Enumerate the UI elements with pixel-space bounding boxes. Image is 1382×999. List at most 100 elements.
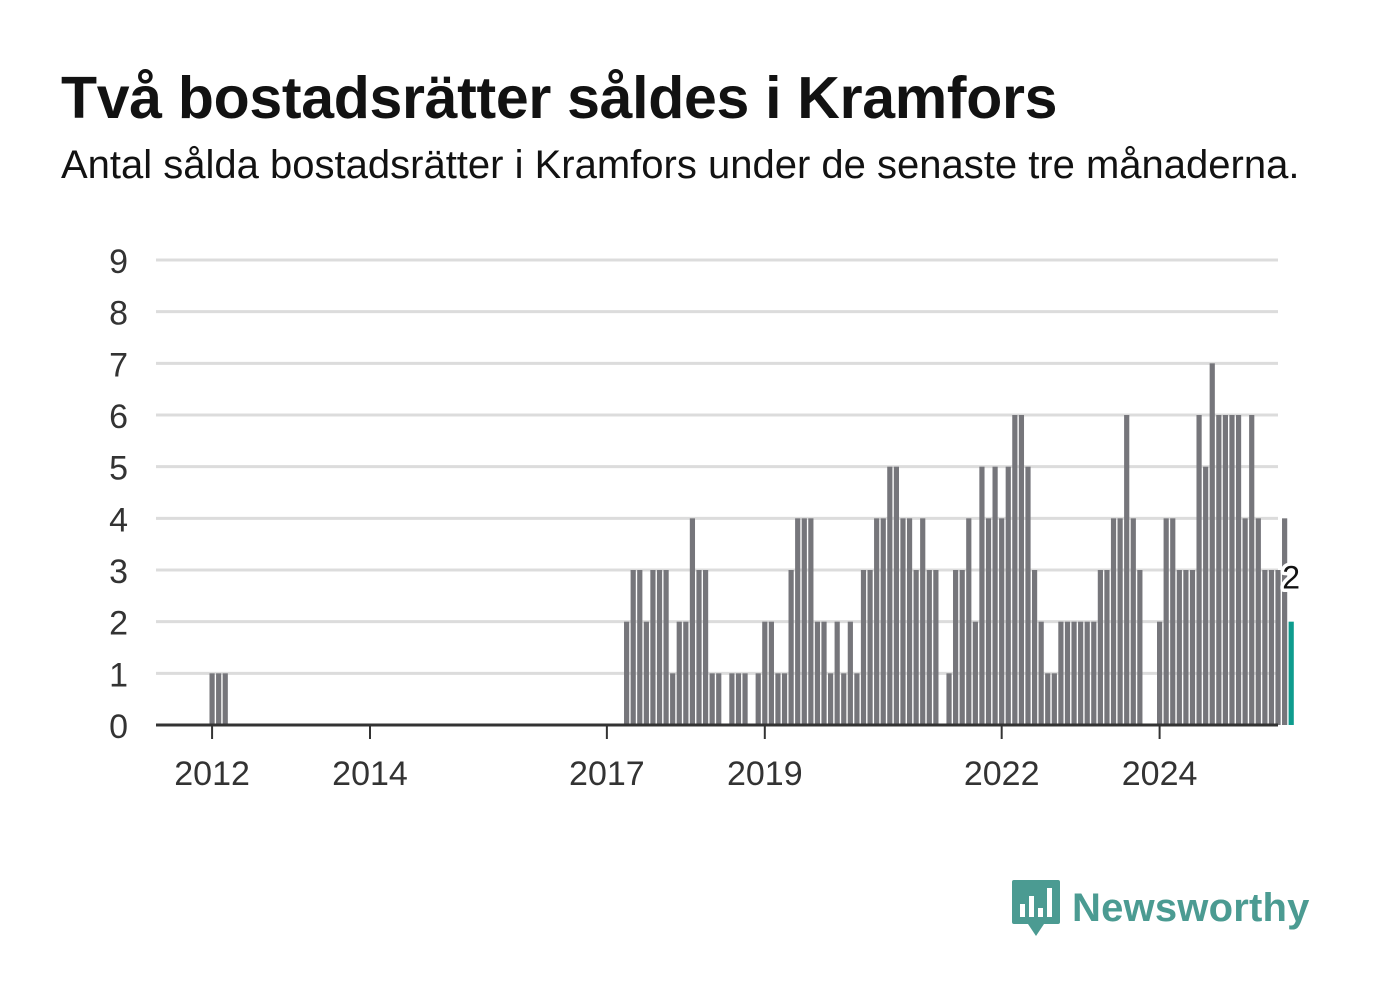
bar (814, 621, 821, 725)
bar (209, 673, 215, 725)
bar (847, 621, 853, 725)
bar (828, 673, 834, 725)
newsworthy-bar-chart-icon (1012, 880, 1060, 936)
bar (854, 673, 860, 725)
bar (1018, 415, 1025, 725)
bar (768, 621, 774, 725)
bar (716, 673, 722, 725)
bar (1249, 415, 1255, 725)
bar (1038, 621, 1044, 725)
bar (1222, 415, 1228, 725)
bar (1242, 518, 1248, 725)
bar (1130, 518, 1136, 725)
brand-logo: Newsworthy (1010, 878, 1310, 938)
bar (880, 518, 886, 725)
bar (1097, 570, 1103, 725)
bar (696, 570, 702, 725)
bar (1045, 673, 1051, 725)
bar (788, 570, 794, 725)
bar (946, 673, 952, 725)
bar (781, 673, 788, 725)
bar-chart: 0 1 2 3 4 5 6 7 8 9 2012 2014 2017 2019 2022 2024 2 (109, 243, 1301, 793)
bar (624, 621, 630, 725)
chart-subtitle: Antal sålda bostadsrätter i Kramfors und… (61, 143, 1300, 187)
bar (670, 673, 676, 725)
bar (755, 673, 761, 725)
bar (1091, 621, 1097, 725)
x-tick-label: 2012 (174, 755, 250, 793)
bar (874, 518, 880, 725)
bar (742, 673, 748, 725)
bar (1031, 570, 1038, 725)
data-label: 2 (1282, 560, 1300, 596)
bar (906, 518, 913, 725)
bar (709, 673, 715, 725)
bar (689, 518, 696, 725)
bar (1078, 621, 1084, 725)
bar (893, 466, 899, 725)
bar (926, 570, 932, 725)
bar (985, 518, 992, 725)
bar (1209, 363, 1215, 725)
axes (156, 723, 1278, 739)
bar (821, 621, 827, 725)
bar (1275, 570, 1281, 725)
x-tick-label: 2017 (569, 755, 645, 793)
y-tick-label: 7 (109, 346, 128, 384)
y-tick-label: 6 (109, 398, 128, 436)
bar (216, 673, 222, 725)
bar (637, 570, 643, 725)
bar (900, 518, 906, 725)
bar (1064, 621, 1071, 725)
bar (1058, 621, 1064, 725)
bar (834, 621, 840, 725)
x-tick-label: 2024 (1122, 755, 1198, 793)
bar (972, 621, 978, 725)
bar (1170, 518, 1176, 725)
bar (999, 518, 1005, 725)
bar (683, 621, 689, 725)
bar (867, 570, 873, 725)
bar (650, 570, 656, 725)
x-tick-label: 2022 (964, 755, 1040, 793)
bar (1110, 518, 1117, 725)
bar (1282, 518, 1288, 725)
bar (1025, 466, 1031, 725)
y-tick-label: 4 (109, 501, 128, 539)
bar (1071, 621, 1077, 725)
x-tick-label: 2019 (727, 755, 803, 793)
bar (966, 518, 972, 725)
bar (1084, 621, 1090, 725)
bar (933, 570, 939, 725)
bar (887, 466, 893, 725)
bar (676, 621, 682, 725)
y-tick-label: 1 (109, 656, 128, 694)
bar (1124, 415, 1130, 725)
bar (1012, 415, 1018, 725)
bar (1196, 415, 1202, 725)
y-tick-label: 0 (109, 708, 128, 746)
bar (222, 673, 228, 725)
y-tick-label: 9 (109, 243, 128, 281)
bar (992, 466, 998, 725)
gridlines (156, 258, 1278, 675)
bar (1157, 621, 1163, 725)
bar (1216, 415, 1222, 725)
brand-name: Newsworthy (1072, 885, 1310, 930)
bar (1176, 570, 1182, 725)
bar (729, 673, 735, 725)
bar (702, 570, 709, 725)
bar (808, 518, 814, 725)
bar (979, 466, 985, 725)
bar (656, 570, 663, 725)
bar (643, 621, 649, 725)
chart-title: Två bostadsrätter såldes i Kramfors (61, 65, 1058, 131)
bar (1189, 570, 1196, 725)
y-tick-label: 3 (109, 553, 128, 591)
y-tick-label: 2 (109, 605, 128, 643)
bar (1005, 466, 1011, 725)
bar (953, 570, 959, 725)
bar (1137, 570, 1143, 725)
bar (1163, 518, 1169, 725)
bar (1104, 570, 1110, 725)
